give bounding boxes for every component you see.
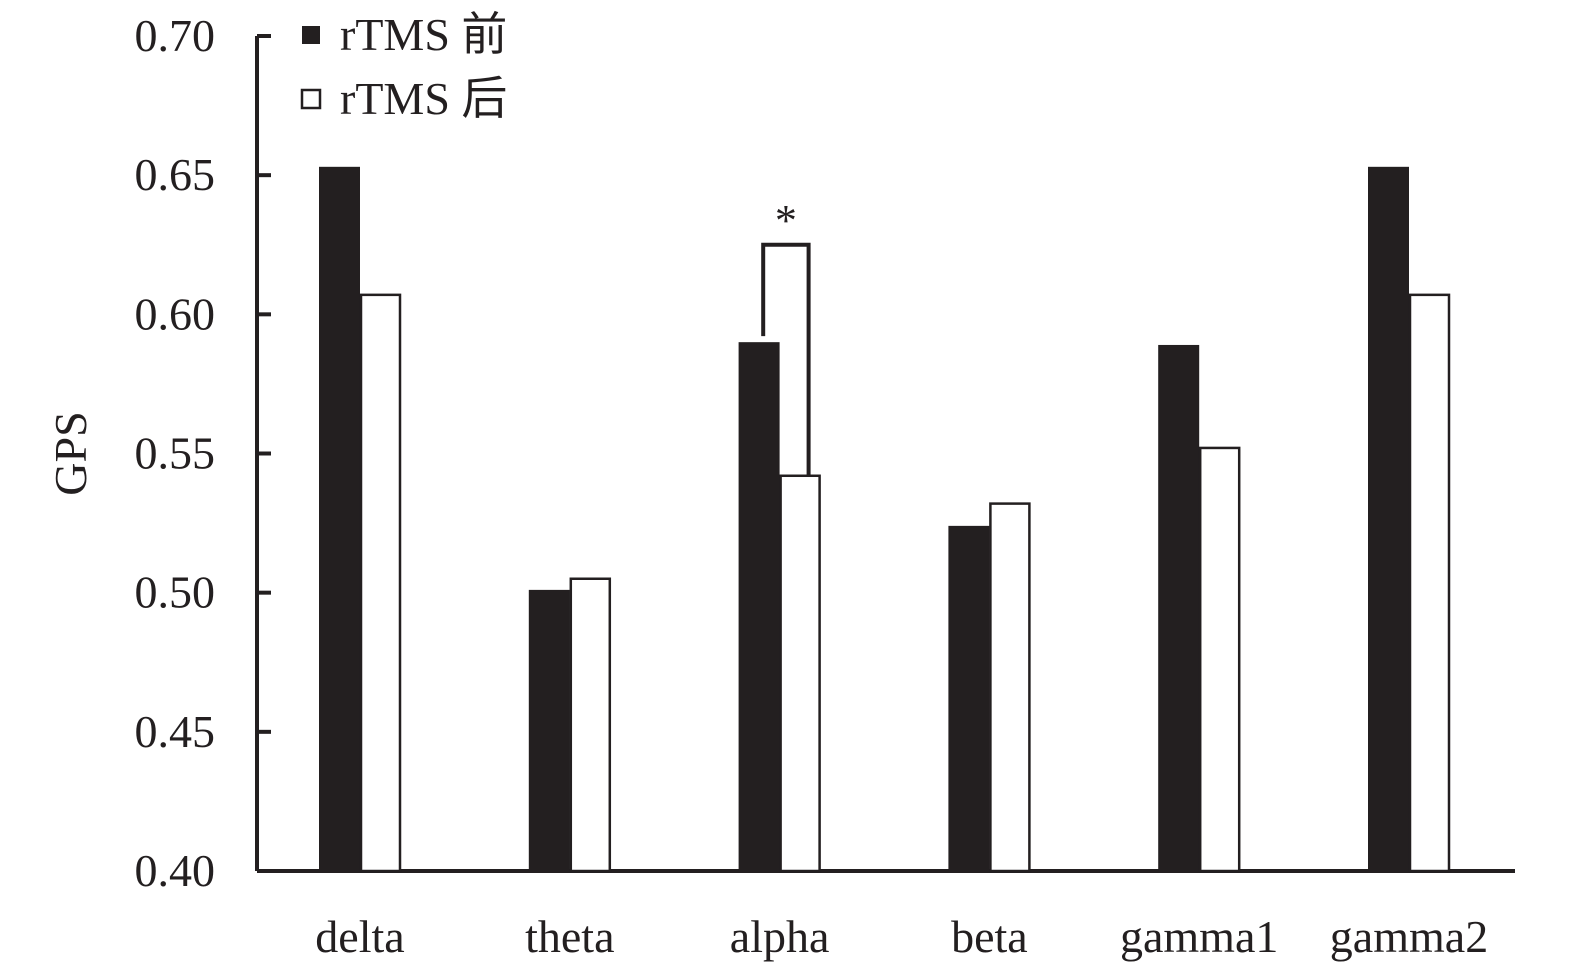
x-labels: delta theta alpha beta gamma1 gamma2	[315, 911, 1488, 962]
bar-delta-after	[359, 293, 402, 873]
bars	[319, 166, 1451, 873]
legend-swatch-after	[300, 88, 322, 110]
bar-beta-before	[948, 525, 990, 871]
y-tick-label: 0.50	[135, 567, 216, 618]
bar-theta-before	[528, 589, 570, 871]
y-ticks: 0.40 0.45 0.50 0.55 0.60 0.65 0.70	[135, 10, 271, 896]
x-tick-label-beta: beta	[951, 911, 1028, 962]
bar-beta-after	[989, 502, 1031, 873]
y-axis-title: GPS	[45, 411, 96, 495]
axes	[255, 36, 1515, 873]
bar-alpha-before	[738, 342, 780, 872]
x-tick-label-delta: delta	[315, 911, 404, 962]
bar-gamma2-after	[1408, 293, 1451, 873]
bar-gamma2-before	[1368, 166, 1409, 872]
bar-gamma1-before	[1158, 344, 1200, 871]
bar-theta-after	[569, 577, 612, 873]
y-tick-label: 0.45	[135, 706, 216, 757]
y-tick-label: 0.40	[135, 845, 216, 896]
bar-delta-before	[319, 166, 360, 872]
x-tick-label-gamma1: gamma1	[1120, 911, 1278, 962]
y-tick-label: 0.55	[135, 428, 216, 479]
significance-marker: *	[775, 196, 797, 245]
bar-alpha-after	[779, 474, 821, 873]
significance-bracket	[761, 242, 811, 476]
legend-swatch-before	[302, 26, 320, 44]
annotations: *	[761, 196, 811, 476]
y-tick-label: 0.70	[135, 10, 216, 61]
x-tick-label-alpha: alpha	[730, 911, 830, 962]
y-tick-label: 0.65	[135, 149, 216, 200]
x-tick-label-gamma2: gamma2	[1330, 911, 1488, 962]
legend-label-after: rTMS 后	[340, 73, 507, 124]
y-tick-label: 0.60	[135, 288, 216, 339]
bar-gamma1-after	[1198, 446, 1241, 873]
x-tick-label-theta: theta	[525, 911, 614, 962]
legend: rTMS 前 rTMS 后	[300, 9, 507, 124]
legend-label-before: rTMS 前	[340, 9, 507, 60]
